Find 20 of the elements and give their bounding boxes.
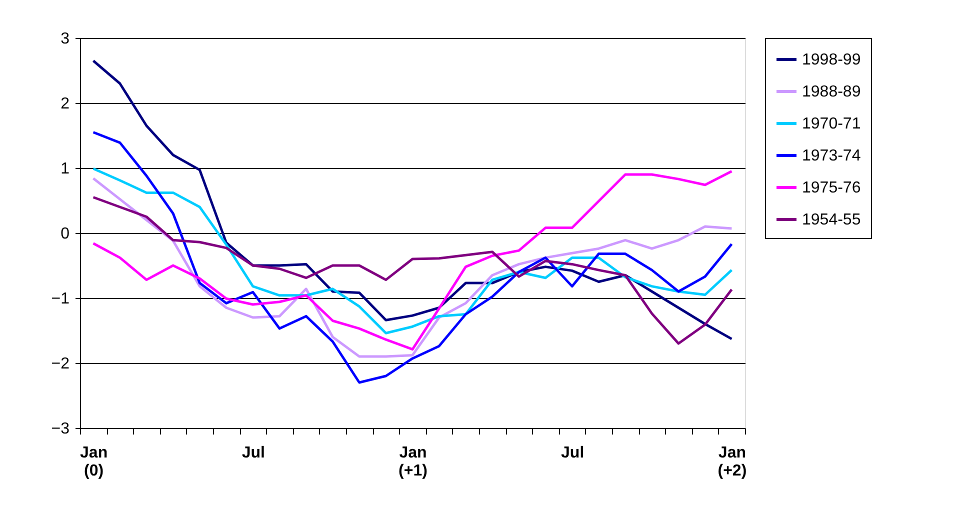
y-tick-label: −3 (51, 420, 70, 438)
legend-label: 1988-89 (802, 84, 861, 100)
legend-label: 1954-55 (802, 212, 861, 228)
line-series (92, 196, 733, 345)
y-tick-label: 2 (60, 96, 70, 112)
legend-label: 1970-71 (802, 116, 861, 132)
y-tick-label: 3 (60, 30, 70, 48)
y-tick-label: −1 (51, 290, 70, 308)
x-tick-label: Jan (+2) (718, 444, 747, 480)
y-tick-label: 1 (60, 160, 70, 178)
x-tick-label: Jul (242, 444, 265, 462)
y-tick-label: −2 (51, 356, 70, 372)
legend-label: 1975-76 (802, 180, 861, 196)
legend-label: 1998-99 (802, 52, 861, 68)
x-tick-label: Jul (561, 444, 584, 462)
y-tick-label: 0 (60, 226, 70, 242)
line-series (92, 131, 733, 384)
x-tick-label: Jan (0) (80, 444, 108, 480)
legend-label: 1973-74 (802, 148, 861, 164)
x-tick-label: Jan (+1) (398, 444, 428, 480)
